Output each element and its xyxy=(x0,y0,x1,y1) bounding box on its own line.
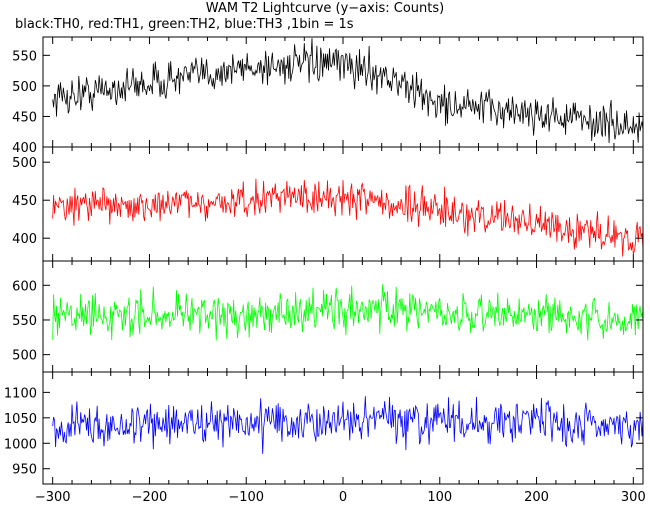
x-tick-label: 0 xyxy=(339,490,347,505)
series-line-th3 xyxy=(52,396,643,454)
y-tick-label: 550 xyxy=(12,314,37,329)
y-tick-label: 450 xyxy=(12,110,37,125)
x-tick-label: 100 xyxy=(427,490,452,505)
y-tick-label: 500 xyxy=(12,156,37,171)
y-tick-label: 400 xyxy=(12,232,37,247)
x-tick-label: −300 xyxy=(35,490,71,505)
panel-th0: 400 450 500 550 xyxy=(12,36,644,156)
y-tick-label: 1050 xyxy=(4,412,37,427)
x-tick-label: 200 xyxy=(524,490,549,505)
series-line-th2 xyxy=(52,284,643,341)
x-tick-label: 300 xyxy=(621,490,646,505)
y-tick-label: 500 xyxy=(12,80,37,95)
x-tick-label: −100 xyxy=(228,490,264,505)
y-tick-label: 950 xyxy=(12,463,37,478)
y-tick-label: 550 xyxy=(12,49,37,64)
panel-th2: 500 550 600 xyxy=(12,260,644,373)
y-tick-label: 600 xyxy=(12,279,37,294)
y-tick-label: 450 xyxy=(12,194,37,209)
panel-frame xyxy=(42,146,644,262)
y-tick-label: 500 xyxy=(12,349,37,364)
y-tick-label: 1000 xyxy=(4,437,37,452)
series-line-th1 xyxy=(52,178,643,257)
chart-subtitle: black:TH0, red:TH1, green:TH2, blue:TH3 … xyxy=(15,17,354,32)
y-tick-label: 1100 xyxy=(4,386,37,401)
panel-th3: 950 1000 1050 1100 xyxy=(4,371,644,485)
series-line-th0 xyxy=(52,38,643,144)
panel-th1: 400 450 500 xyxy=(12,146,644,262)
chart-title: WAM T2 Lightcurve (y−axis: Counts) xyxy=(205,1,445,16)
panel-frame xyxy=(42,36,644,148)
x-tick-label: −200 xyxy=(132,490,168,505)
y-tick-label: 400 xyxy=(12,141,37,156)
